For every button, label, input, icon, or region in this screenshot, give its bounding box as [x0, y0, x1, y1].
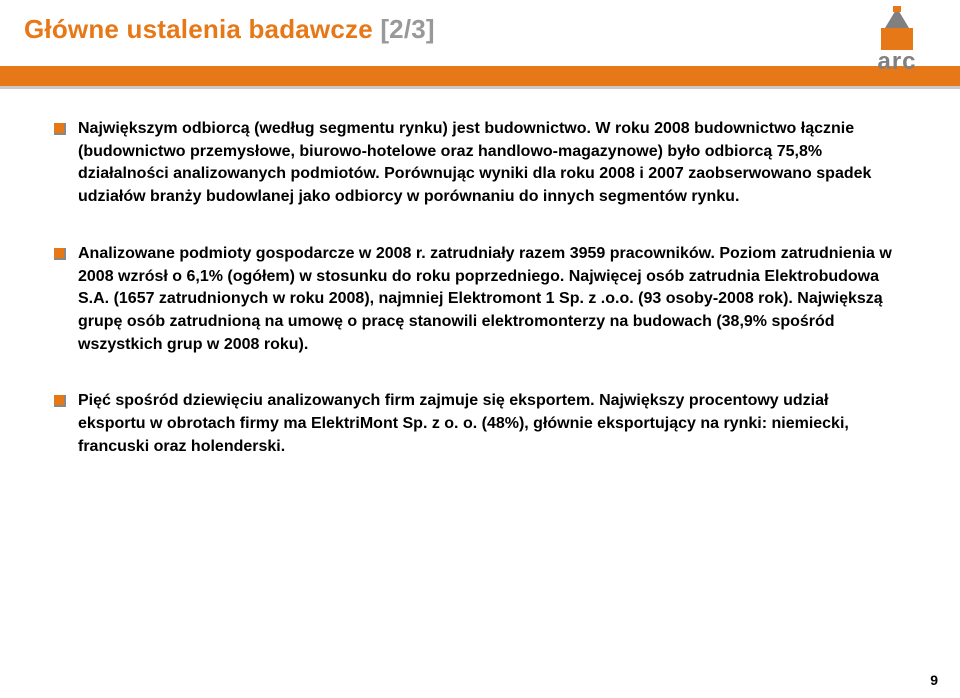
list-item: Analizowane podmioty gospodarcze w 2008 … — [54, 243, 900, 357]
bullet-list: Największym odbiorcą (według segmentu ry… — [54, 118, 900, 493]
list-item: Największym odbiorcą (według segmentu ry… — [54, 118, 900, 209]
bullet-icon — [54, 123, 66, 135]
list-item: Pięć spośród dziewięciu analizowanych fi… — [54, 390, 900, 458]
slide-title: Główne ustalenia badawcze [2/3] — [24, 14, 960, 45]
brand-logo: arc rynek i opinia — [856, 6, 938, 85]
divider-gray — [0, 86, 960, 89]
page-number: 9 — [930, 672, 938, 688]
brand-logo-text: arc — [877, 48, 916, 76]
list-item-text: Największym odbiorcą (według segmentu ry… — [78, 120, 871, 205]
brand-logo-tagline: rynek i opinia — [870, 76, 924, 85]
bullet-icon — [54, 395, 66, 407]
slide-title-sub: [2/3] — [380, 14, 434, 44]
lighthouse-icon — [875, 6, 919, 50]
list-item-text: Analizowane podmioty gospodarcze w 2008 … — [78, 245, 892, 353]
bullet-icon — [54, 248, 66, 260]
list-item-text: Pięć spośród dziewięciu analizowanych fi… — [78, 392, 849, 454]
divider-orange — [0, 66, 960, 86]
slide-title-main: Główne ustalenia badawcze — [24, 14, 373, 44]
